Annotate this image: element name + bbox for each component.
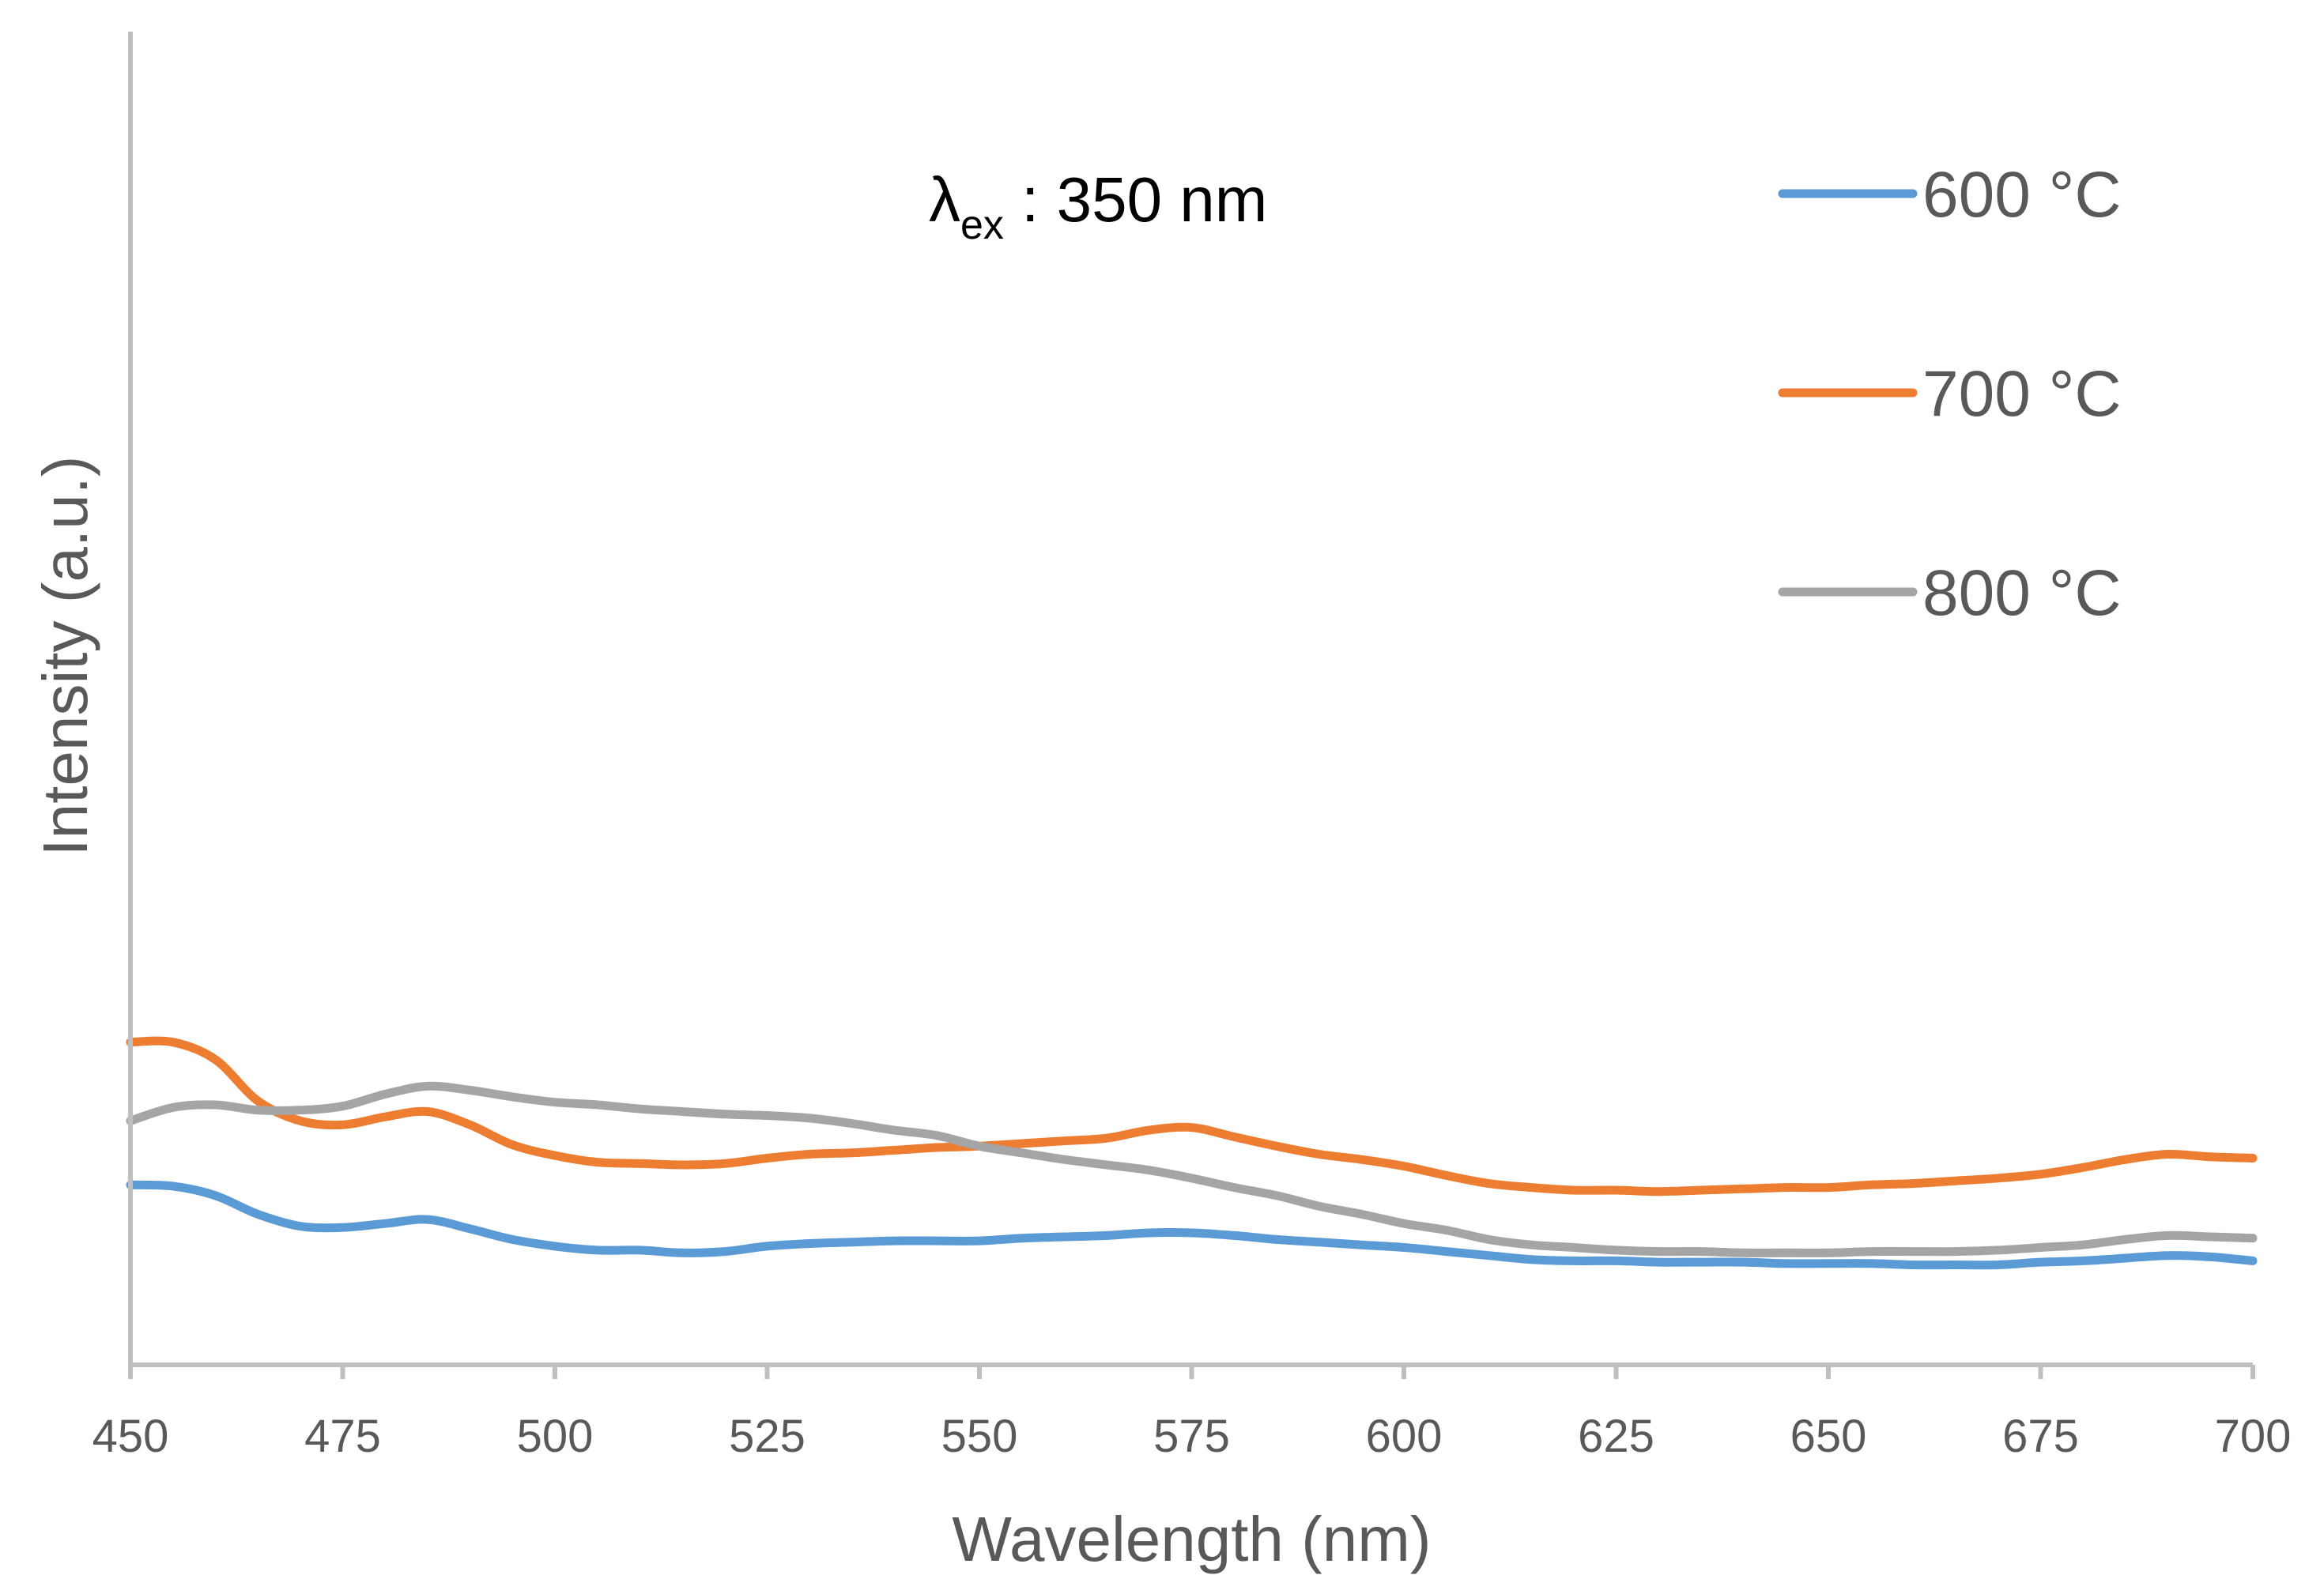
x-tick-label: 550	[941, 1411, 1018, 1462]
excitation-annotation: λex : 350 nm	[929, 164, 1267, 248]
series-line-600c	[126, 1180, 2258, 1270]
series-layer	[126, 1036, 2258, 1270]
x-axis-ticks: 450 475 500 525 550 575 600 625 650 675 700	[92, 1365, 2292, 1462]
annotation-symbol: λ	[929, 164, 960, 235]
x-tick-label: 700	[2215, 1411, 2292, 1462]
x-tick-label: 525	[729, 1411, 805, 1462]
x-tick-label: 575	[1153, 1411, 1230, 1462]
x-tick-label: 450	[92, 1411, 169, 1462]
legend: 600 °C 700 °C 800 °C	[1778, 159, 2122, 629]
x-axis-title: Wavelength (nm)	[952, 1504, 1431, 1574]
x-tick-label: 500	[517, 1411, 594, 1462]
legend-label: 600 °C	[1922, 159, 2122, 231]
y-axis-title: Intensity (a.u.)	[30, 456, 100, 857]
series-line-700c	[126, 1036, 2258, 1196]
x-tick-label: 650	[1790, 1411, 1867, 1462]
x-tick-label: 600	[1366, 1411, 1443, 1462]
x-tick-label: 625	[1578, 1411, 1654, 1462]
annotation-text: : 350 nm	[1004, 164, 1268, 235]
x-tick-label: 675	[2002, 1411, 2079, 1462]
series-line-800c	[126, 1081, 2258, 1257]
annotation-subscript: ex	[960, 202, 1004, 248]
legend-label: 700 °C	[1922, 358, 2122, 430]
x-tick-label: 475	[304, 1411, 381, 1462]
legend-label: 800 °C	[1922, 557, 2122, 629]
